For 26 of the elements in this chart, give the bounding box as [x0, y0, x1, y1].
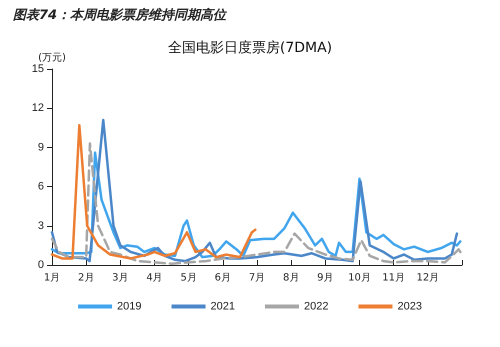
- x-tick-label: 4月: [146, 272, 163, 284]
- y-tick-label: 6: [38, 180, 44, 193]
- y-axis-title: (万元): [38, 52, 66, 64]
- x-tick-label: 2月: [78, 272, 94, 284]
- x-tick-label: 9月: [317, 272, 334, 284]
- y-tick-label: 3: [38, 220, 44, 232]
- legend-label: 2023: [397, 300, 422, 312]
- legend-label: 2021: [210, 300, 236, 312]
- y-tick-label: 9: [38, 141, 44, 154]
- legend-label: 2022: [304, 300, 328, 312]
- x-tick-label: 12月: [416, 272, 440, 284]
- x-tick-label: 1月: [44, 272, 60, 284]
- y-tick-label: 15: [32, 63, 44, 75]
- x-tick-label: 6月: [214, 272, 232, 284]
- y-tick-label: 0: [38, 259, 44, 271]
- chart-subtitle: 全国电影日度票房(7DMA): [168, 40, 332, 56]
- line-series: [50, 124, 257, 260]
- x-tick-label: 8月: [282, 272, 300, 284]
- x-tick-label: 11月: [382, 272, 406, 284]
- x-tick-label: 10月: [348, 272, 371, 284]
- x-tick-label: 7月: [248, 272, 266, 284]
- chart-title: 图表74：本周电影票房维持同期高位: [13, 7, 228, 23]
- x-tick-label: 3月: [112, 272, 129, 284]
- y-tick-label: 12: [32, 102, 44, 114]
- x-tick-label: 5月: [180, 272, 197, 284]
- legend-label: 2019: [117, 300, 142, 312]
